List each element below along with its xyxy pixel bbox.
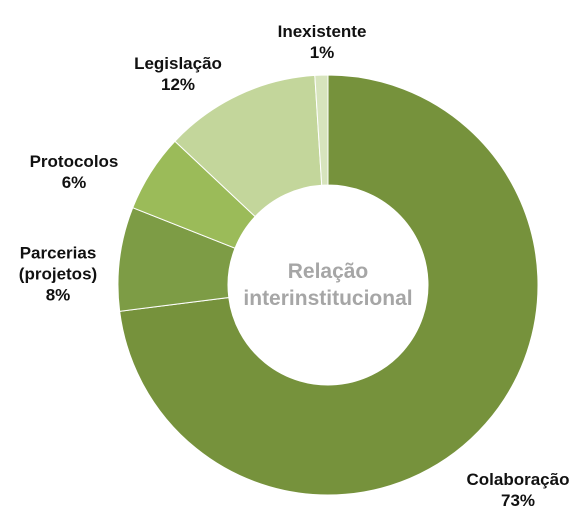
- value-label: 73%: [500, 491, 536, 510]
- category-label: Inexistente: [277, 22, 367, 41]
- category-label: Parcerias (projetos): [18, 243, 98, 284]
- slice: [119, 74, 539, 496]
- value-label: 6%: [61, 173, 87, 192]
- center-label: Relação interinstitucional: [243, 260, 413, 310]
- category-label: Colaboração: [466, 470, 570, 489]
- value-label: 1%: [309, 43, 335, 62]
- slice-label: Colaboração 73%: [443, 469, 579, 511]
- slice: [314, 74, 329, 186]
- slice-label: Protocolos 6%: [14, 151, 134, 193]
- value-label: 12%: [160, 75, 196, 94]
- value-label: 8%: [45, 285, 71, 305]
- category-label: Protocolos: [29, 152, 119, 171]
- slice-label: Legislação 12%: [113, 53, 243, 95]
- category-label: Legislação: [134, 54, 222, 73]
- slice-label: Parcerias (projetos) 8%: [8, 243, 108, 306]
- slice-label: Inexistente 1%: [257, 21, 387, 63]
